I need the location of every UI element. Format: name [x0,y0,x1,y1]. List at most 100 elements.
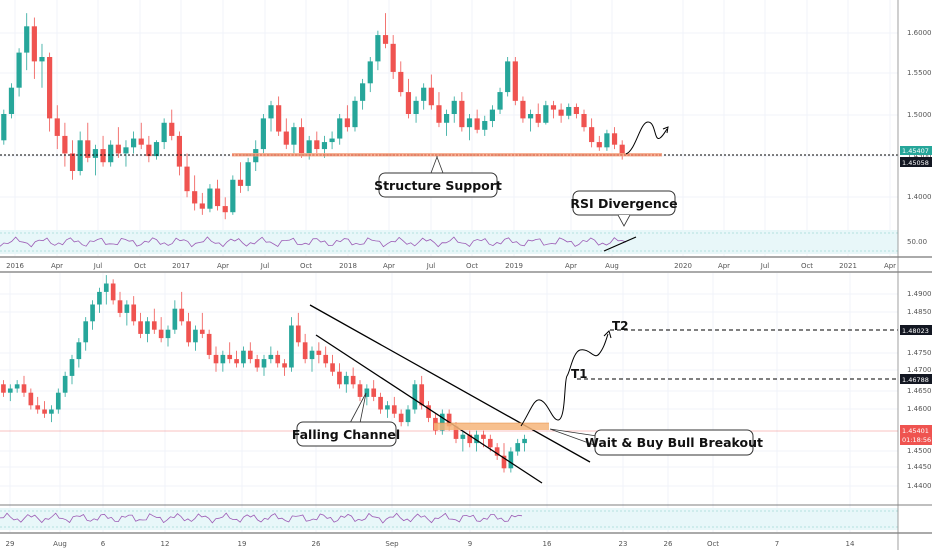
x-tick-label-bottom: Oct [707,540,719,548]
4h-candle-body [391,405,397,414]
4h-candle-body [467,434,473,444]
x-tick-label-top: Apr [884,262,896,270]
channel-upper-line [309,304,591,463]
4h-candle-body [350,375,356,385]
4h-candle-body [268,354,274,360]
4h-candle-body [35,405,41,410]
weekly-candle-body [543,105,549,123]
weekly-candle-body [260,118,266,150]
4h-candle-body [398,413,404,423]
projection-arrow-top [625,121,668,155]
4h-candle-body [199,329,205,334]
weekly-x-axis: 2016 Apr Jul Oct 2017 Apr Jul Oct 2018 Apr Jul Oct 2… [6,262,896,270]
weekly-candle-body [245,162,251,186]
weekly-rsi-panel [0,230,898,254]
weekly-candle-body [24,26,30,53]
4h-candle-body [42,409,47,414]
weekly-candle-body [375,35,381,62]
x-tick-label-bottom: 19 [238,540,247,548]
x-tick-label-top: Jul [93,262,103,270]
4h-candle-body [426,405,431,418]
weekly-candle-body [444,114,450,123]
x-tick-label-bottom: 29 [6,540,15,548]
weekly-candle-body [497,92,503,110]
weekly-candle-body [573,106,579,114]
4h-candle-body [254,359,260,368]
weekly-candle-body [459,100,465,128]
4h-candle-body [330,363,335,372]
weekly-candle-body [298,127,305,154]
x-tick-label-top: Jul [260,262,270,270]
4h-candle-body [419,384,425,406]
x-tick-label-bottom: 16 [543,540,552,548]
rsi-line-top [0,236,627,248]
weekly-candle-body [100,149,106,163]
falling-channel-label: Falling Channel [292,427,400,442]
x-tick-label-bottom: 9 [468,540,472,548]
y-tick-label-bottom: 1.45000 [907,447,932,455]
weekly-candle-body [92,149,99,158]
weekly-candle-body [360,83,366,101]
4h-candle-body [131,304,137,322]
4h-candle-body [357,384,363,397]
4h-candle-body [234,359,239,364]
weekly-candle-body [512,61,518,101]
x-tick-label-bottom: 26 [664,540,673,548]
weekly-candle-body [451,100,457,114]
x-tick-label-top: 2020 [674,262,692,270]
weekly-candle-body [176,135,182,167]
4h-price-panel: T1 T2 Falling Channel Wait & Buy Bull Br… [0,275,898,484]
x-tick-label-top: 2017 [172,262,190,270]
weekly-candle-body [527,114,534,119]
4h-candle-body [186,321,191,343]
weekly-candle-body [199,203,205,209]
x-tick-label-top: Oct [134,262,146,270]
4h-candle-body [364,388,370,397]
y-tick-label-top: 1.40000 [907,193,932,201]
weekly-candle-body [268,105,274,119]
4h-candle-body [76,342,82,360]
weekly-candle-body [611,133,618,145]
y-tick-label-bottom: 1.44000 [907,482,932,490]
weekly-candle-body [337,118,343,139]
rsi-line-bottom [0,512,523,524]
structure-support-callout [378,172,498,198]
projection-path-bottom [520,333,609,427]
weekly-candle-body [482,121,488,130]
4h-candle-body [21,384,27,393]
4h-candle-body [316,350,322,355]
price-tag-current-bottom: 1.45401 01:18:56 [900,425,932,445]
weekly-candle-body [85,140,91,158]
svg-text:1.45401: 1.45401 [902,427,929,435]
weekly-candle-body [230,179,236,213]
x-tick-label-top: 2021 [839,262,857,270]
4h-candle-body [1,384,6,393]
4h-candle-body [28,392,34,406]
weekly-candle-body [169,122,175,136]
weekly-candle-body [237,179,244,186]
weekly-candle-body [604,133,610,148]
4h-candle-body [508,451,514,469]
x-tick-label-bottom: Aug [53,540,67,548]
4h-candle-body [302,342,308,360]
weekly-candle-body [8,87,15,114]
t2-label: T2 [612,319,629,333]
svg-text:1.45407: 1.45407 [902,147,929,155]
x-tick-label-bottom: 14 [846,540,855,548]
weekly-candle-body [16,52,22,88]
svg-text:01:18:56: 01:18:56 [902,436,931,444]
weekly-price-panel: Structure Support RSI Divergence [0,13,898,227]
weekly-candle-body [1,114,7,141]
weekly-candle-body [436,105,442,123]
y-tick-label-bottom: 1.48500 [907,308,932,316]
x-tick-label-top: Apr [217,262,229,270]
price-tag-t1: 1.46788 [900,374,932,384]
4h-candle-body [55,392,61,410]
4h-candle-body [460,434,466,439]
weekly-candle-body [589,127,595,143]
x-tick-label-top: Oct [466,262,478,270]
4h-candle-body [378,396,383,410]
weekly-candle-body [184,166,190,192]
y-tick-label-bottom: 1.47500 [907,349,932,357]
y-tick-label-bottom: 1.46500 [907,387,932,395]
